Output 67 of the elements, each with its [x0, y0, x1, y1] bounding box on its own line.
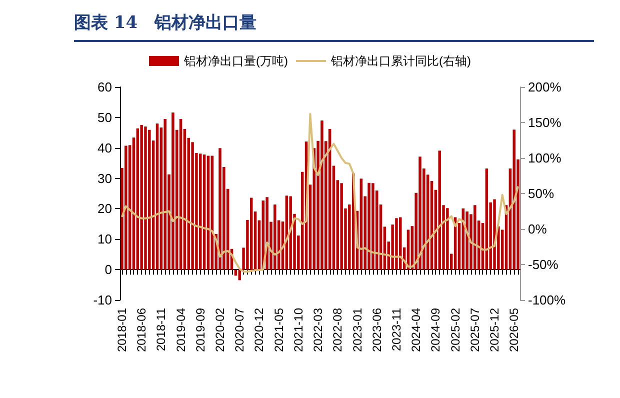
- x-tick-label: 2021-05: [272, 308, 286, 352]
- bar: [156, 124, 159, 270]
- y2-tick-label: 50%: [528, 186, 554, 201]
- x-tick-label: 2018-01: [114, 308, 129, 352]
- x-tick-label: 2020-07: [232, 308, 247, 352]
- y-tick-label: 30: [98, 170, 112, 186]
- chart-title: 图表 14 铝材净出口量: [74, 8, 594, 42]
- x-tick-label: 2019-04: [174, 308, 188, 352]
- bar: [140, 125, 143, 270]
- y2-tick-label: 200%: [528, 80, 562, 94]
- y2-tick-label: 100%: [528, 150, 562, 166]
- x-tick-label: 2026-05: [507, 308, 522, 352]
- bar: [438, 150, 441, 270]
- x-tick-label: 2019-09: [193, 308, 208, 352]
- bar: [172, 112, 174, 270]
- y-tick-label: 50: [98, 110, 112, 125]
- bar: [124, 146, 128, 270]
- bar: [466, 211, 468, 270]
- y-tick-label: -10: [93, 292, 112, 308]
- x-tick-label: 2025-12: [488, 308, 502, 352]
- x-tick-label: 2022-03: [311, 308, 326, 352]
- bar: [179, 118, 182, 270]
- legend-label: 铝材净出口累计同比(右轴): [330, 54, 471, 68]
- y-tick-label: 40: [98, 140, 112, 156]
- bar: [418, 156, 422, 270]
- bar: [372, 183, 374, 270]
- bar: [191, 142, 194, 270]
- bar: [250, 198, 253, 270]
- x-tick-label: 2022-08: [330, 308, 345, 352]
- y-tick-label: 60: [98, 80, 112, 94]
- x-tick-label: 2020-02: [213, 308, 227, 352]
- x-tick-label: 2024-09: [428, 308, 443, 352]
- y2-tick-label: 0%: [528, 222, 548, 236]
- legend-label: 铝材净出口量(万吨): [183, 54, 288, 68]
- x-tick-label: 2025-02: [448, 308, 462, 352]
- x-tick-label: 2023-01: [350, 308, 364, 352]
- y-tick-label: 20: [98, 201, 112, 216]
- bar: [446, 208, 449, 270]
- bar: [320, 120, 324, 270]
- bar: [144, 126, 147, 270]
- bar: [148, 130, 151, 270]
- x-tick-label: 2020-12: [252, 308, 266, 352]
- bar: [512, 130, 516, 270]
- y-tick-label: 10: [98, 232, 112, 247]
- bar: [474, 205, 476, 270]
- y2-tick-label: -50%: [528, 257, 559, 272]
- bar: [340, 183, 343, 270]
- bar: [238, 270, 241, 280]
- x-tick-label: 2023-06: [370, 308, 384, 352]
- x-tick-label: 2018-11: [154, 308, 168, 352]
- bar: [164, 118, 166, 270]
- bar: [274, 204, 276, 270]
- y-tick-label: 0: [104, 262, 112, 278]
- bar: [493, 199, 496, 270]
- x-tick-label: 2018-06: [134, 308, 149, 352]
- x-tick-label: 2025-07: [468, 308, 482, 352]
- y2-tick-label: 150%: [528, 115, 562, 130]
- y2-tick-label: -100%: [528, 292, 566, 308]
- bar: [218, 148, 222, 270]
- x-tick-label: 2024-04: [409, 308, 424, 352]
- bar: [289, 196, 292, 270]
- bar: [395, 218, 398, 270]
- bar: [199, 154, 202, 270]
- bar: [368, 182, 370, 270]
- x-tick-label: 2023-11: [389, 308, 404, 352]
- bar: [399, 217, 402, 270]
- x-tick-label: 2021-10: [291, 308, 306, 352]
